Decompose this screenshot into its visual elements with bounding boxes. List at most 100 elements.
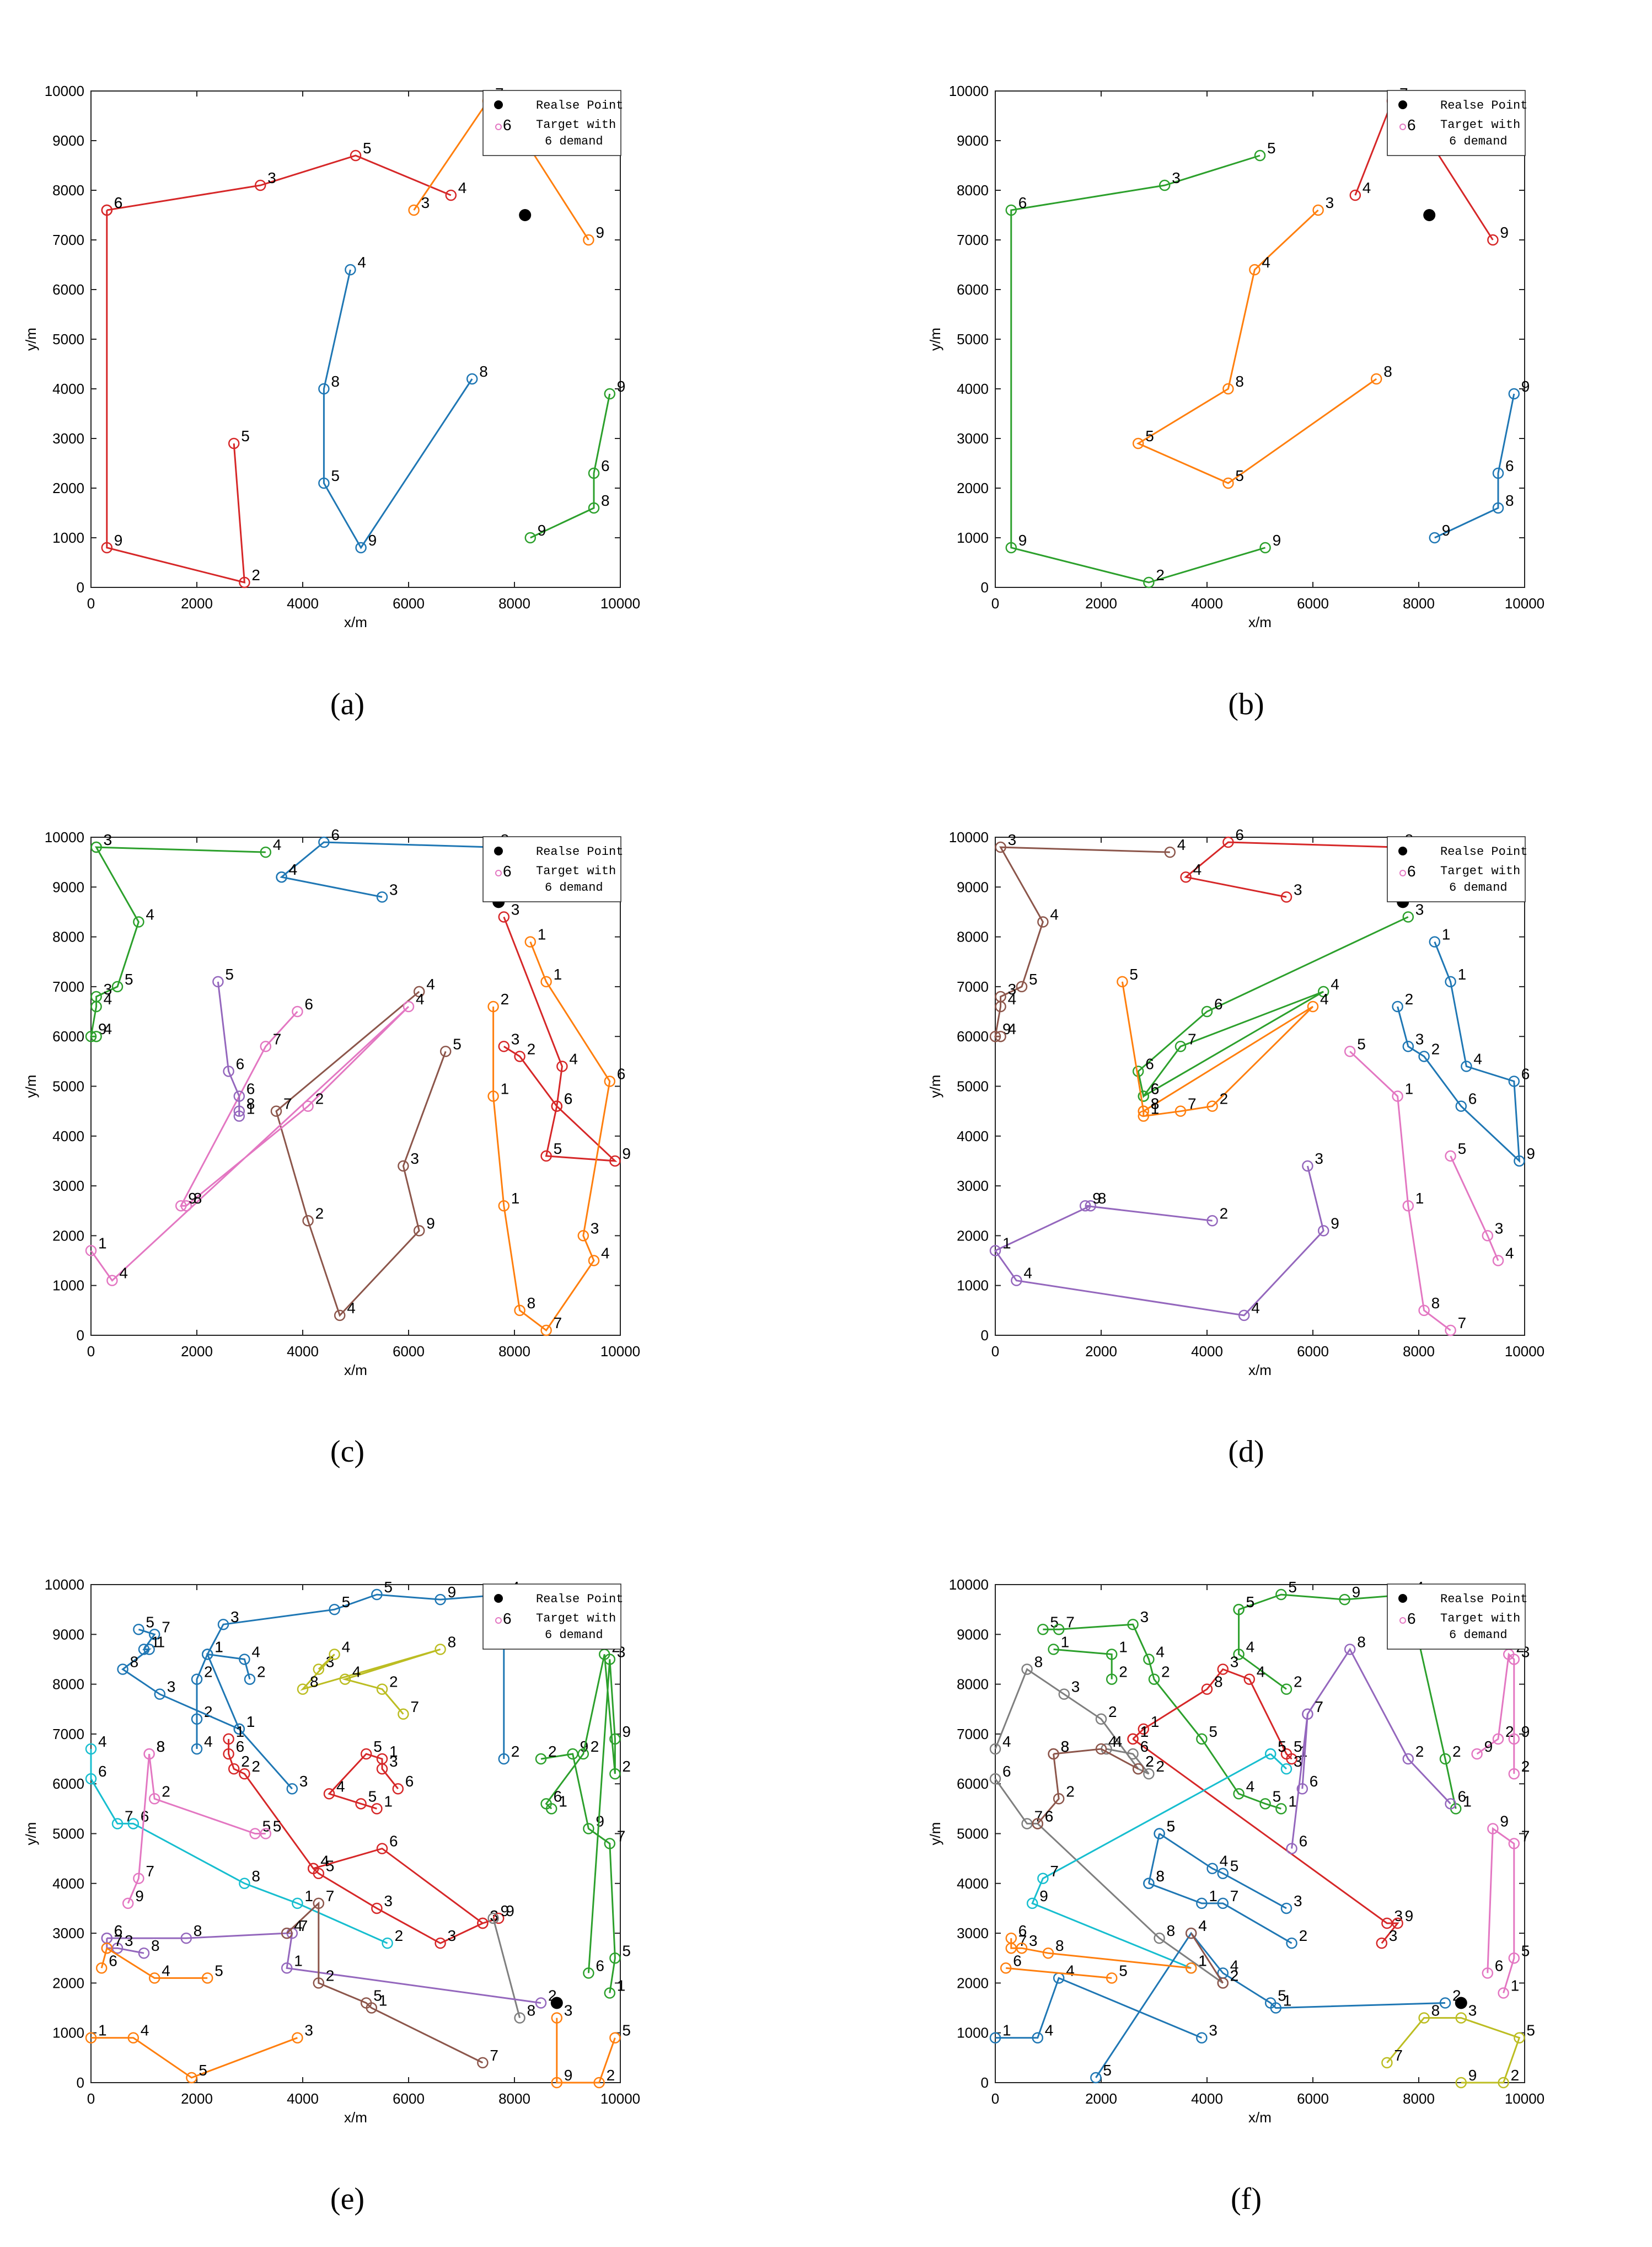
legend-release-icon xyxy=(1398,1594,1407,1603)
target-demand-label: 4 xyxy=(104,1020,112,1037)
target-point xyxy=(122,1897,134,1909)
target-demand-label: 2 xyxy=(326,1967,335,1984)
target-demand-label: 5 xyxy=(373,1987,382,2004)
target-point xyxy=(1085,1200,1097,1212)
x-axis-label: x/m xyxy=(344,1362,367,1378)
target-point xyxy=(1148,1673,1160,1685)
target-demand-label: 5 xyxy=(241,427,250,445)
y-tick-label: 6000 xyxy=(52,1028,84,1045)
route-line xyxy=(1238,1593,1457,1809)
target-demand-label: 6 xyxy=(617,1065,626,1082)
route-24: 922392 xyxy=(1471,1638,1530,1780)
target-demand-label: 4 xyxy=(119,1265,128,1282)
target-point xyxy=(143,1644,155,1655)
target-point xyxy=(466,373,478,385)
target-point xyxy=(1508,388,1520,400)
route-line xyxy=(1043,1623,1281,1810)
y-axis-label: y/m xyxy=(23,328,39,351)
route-1: 6 3 5 4 xyxy=(101,140,466,216)
target-demand-label: 3 xyxy=(167,1678,176,1695)
target-point xyxy=(577,1748,589,1760)
target-point xyxy=(111,1818,124,1829)
route-line xyxy=(1158,1833,1287,1909)
target-point xyxy=(535,1753,547,1765)
y-tick-label: 10000 xyxy=(949,829,989,846)
route-line xyxy=(1301,1714,1308,1789)
target-demand-label: 4 xyxy=(1363,179,1371,196)
y-tick-label: 6000 xyxy=(957,1775,989,1792)
y-tick-label: 0 xyxy=(77,2074,84,2091)
route-17: 8 1 7 2 xyxy=(1143,1868,1307,1949)
target-demand-label: 3 xyxy=(104,981,112,998)
target-demand-label: 5 xyxy=(225,966,234,983)
target-demand-label: 2 xyxy=(1220,1205,1229,1222)
route-line xyxy=(1132,1668,1292,1760)
route-6: 13 93 xyxy=(1127,1723,1413,1949)
target-point xyxy=(371,1803,383,1815)
target-demand-label: 8 xyxy=(1098,1190,1107,1207)
target-demand-label: 4 xyxy=(1066,1962,1075,1979)
target-point xyxy=(1514,2032,1525,2043)
target-point xyxy=(1021,1663,1033,1675)
route-line xyxy=(106,154,452,211)
target-demand-label: 4 xyxy=(1023,1265,1032,1282)
target-point xyxy=(233,1105,245,1117)
target-point xyxy=(1222,383,1234,395)
target-demand-label: 2 xyxy=(315,1205,324,1222)
target-demand-label: 3 xyxy=(591,1219,599,1237)
target-point xyxy=(376,1843,388,1854)
target-point xyxy=(175,1200,187,1212)
target-point xyxy=(186,2072,197,2084)
target-demand-label: 6 xyxy=(98,1763,107,1780)
target-demand-label: 5 xyxy=(262,1818,271,1835)
y-tick-label: 8000 xyxy=(52,1676,84,1693)
target-demand-label: 4 xyxy=(1177,836,1186,853)
target-demand-label: 9 xyxy=(1273,532,1281,549)
target-demand-label: 1 xyxy=(1458,966,1467,983)
route-4: 9 8 6 9 xyxy=(1429,378,1530,544)
route-line xyxy=(300,1648,441,1715)
target-point xyxy=(371,1588,383,1601)
target-demand-label: 5 xyxy=(1278,1987,1286,2004)
target-demand-label: 8 xyxy=(479,363,488,380)
legend-target-label-line1: Target with xyxy=(536,864,616,878)
target-demand-label: 6 xyxy=(389,1833,398,1850)
route-line xyxy=(1132,1738,1399,1944)
legend-target-label-line2: 6 demand xyxy=(545,1628,603,1642)
y-tick-label: 4000 xyxy=(52,1128,84,1144)
y-tick-label: 6000 xyxy=(957,281,989,298)
target-demand-label: 3 xyxy=(389,881,398,898)
target-demand-label: 6 xyxy=(1299,1833,1308,1850)
y-tick-label: 5000 xyxy=(52,1078,84,1095)
target-point xyxy=(376,1763,388,1775)
target-point xyxy=(1392,1001,1403,1013)
target-point xyxy=(106,1275,118,1286)
target-point xyxy=(487,1090,499,1102)
route-line xyxy=(995,1977,1202,2039)
legend-box xyxy=(482,1583,621,1650)
target-point xyxy=(1270,2002,1282,2014)
x-tick-label: 6000 xyxy=(393,1343,425,1360)
route-line xyxy=(1476,1652,1515,1774)
target-demand-label: 2 xyxy=(315,1090,324,1108)
legend-target-label-line1: Target with xyxy=(536,118,616,132)
target-point xyxy=(1259,542,1271,554)
target-point xyxy=(588,467,600,479)
target-point xyxy=(95,1962,108,1974)
route-line xyxy=(1147,1833,1161,1884)
target-demand-label: 5 xyxy=(368,1788,377,1805)
target-point xyxy=(85,1743,97,1755)
legend: Realse Point 6 Target with 6 demand xyxy=(1387,90,1527,156)
target-demand-label: 1 xyxy=(98,2022,107,2039)
target-demand-label: 8 xyxy=(1156,1868,1165,1885)
target-point xyxy=(233,1723,245,1735)
target-demand-label: 2 xyxy=(1431,1040,1440,1057)
target-demand-label: 4 xyxy=(416,991,425,1008)
target-demand-label: 3 xyxy=(1008,831,1017,848)
legend-release-label: Realse Point xyxy=(536,1592,623,1606)
target-point xyxy=(111,981,124,993)
target-point xyxy=(223,1733,234,1745)
target-demand-label: 8 xyxy=(1156,1868,1165,1885)
x-axis-label: x/m xyxy=(1248,1362,1272,1378)
